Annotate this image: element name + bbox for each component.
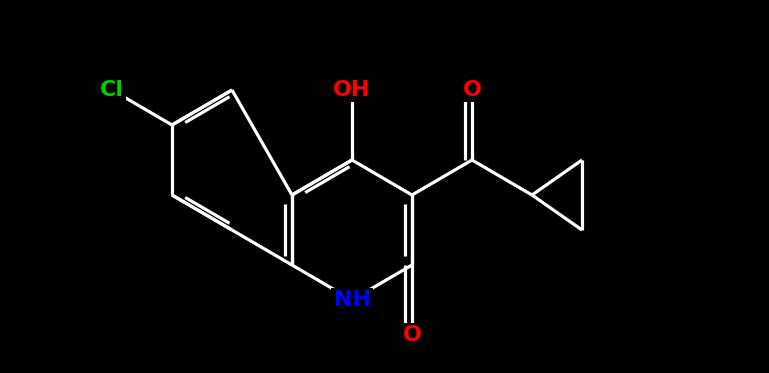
Text: NH: NH xyxy=(334,290,371,310)
Text: O: O xyxy=(402,325,421,345)
Text: O: O xyxy=(462,80,481,100)
Text: Cl: Cl xyxy=(100,80,124,100)
Text: OH: OH xyxy=(333,80,371,100)
